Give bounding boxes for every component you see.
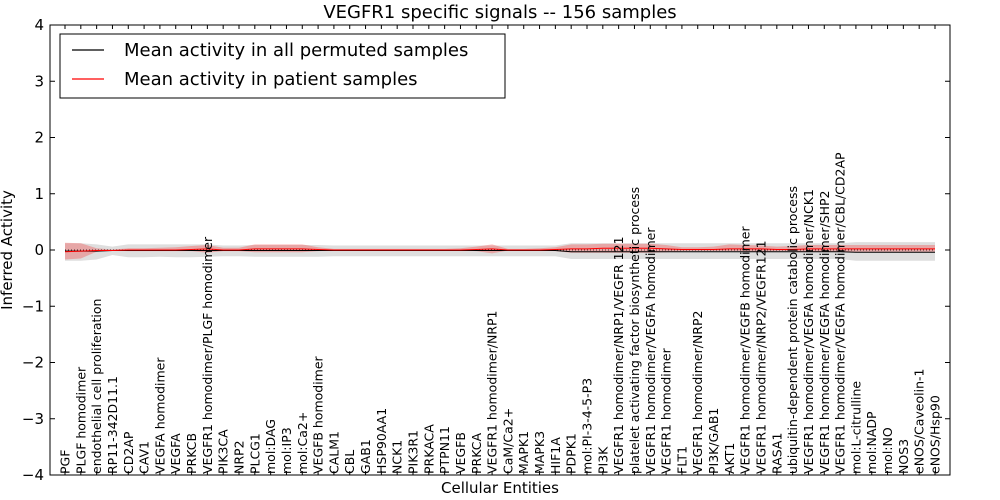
x-tick-label: CALM1 bbox=[326, 431, 341, 474]
y-tick-label: −2 bbox=[22, 354, 44, 372]
x-tick-label: CAV1 bbox=[137, 441, 152, 474]
series-line-patient bbox=[64, 247, 935, 253]
x-tick-label: PIK3R1 bbox=[406, 430, 421, 474]
x-tick-label: VEGFA homodimer bbox=[152, 357, 167, 474]
x-tick-label: VEGFR1 homodimer bbox=[659, 347, 674, 474]
y-tick-label: 1 bbox=[34, 185, 44, 203]
x-tick-label: PI3K/GAB1 bbox=[706, 408, 721, 474]
legend-label-patient: Mean activity in patient samples bbox=[124, 69, 418, 90]
x-tick-label: eNOS/Hsp90 bbox=[928, 395, 943, 474]
x-tick-label: PTPN11 bbox=[437, 426, 452, 474]
x-tick-label: RASA1 bbox=[769, 433, 784, 474]
x-tick-label: MAPK3 bbox=[532, 431, 547, 474]
x-tick-label: NOS3 bbox=[896, 439, 911, 474]
x-tick-label: VEGFR1 homodimer/VEGFA homodimer/CBL/CD2… bbox=[833, 152, 848, 474]
x-tick-label: PLCG1 bbox=[247, 433, 262, 474]
x-tick-label: NRP2 bbox=[232, 440, 247, 474]
x-axis-label: Cellular Entities bbox=[441, 479, 559, 497]
y-tick-label: 2 bbox=[34, 129, 44, 147]
x-tick-label: mol:L-citrulline bbox=[848, 381, 863, 474]
x-tick-label: RP11-342D11.1 bbox=[105, 376, 120, 474]
x-tick-label: VEGFR1 homodimer/VEGFB homodimer bbox=[738, 226, 753, 474]
x-tick-label: mol:PI-3-4-5-P3 bbox=[580, 378, 595, 474]
x-tick-label: PRKCB bbox=[184, 433, 199, 474]
x-tick-label: platelet activating factor biosynthetic … bbox=[627, 187, 642, 474]
x-tick-label: PI3K bbox=[595, 446, 610, 474]
x-tick-label: mol:NADP bbox=[864, 411, 879, 474]
legend-label-permuted: Mean activity in all permuted samples bbox=[124, 40, 468, 61]
x-tick-label: VEGFR1 homodimer/PLGF homodimer bbox=[200, 236, 215, 474]
x-tick-label: NCK1 bbox=[390, 440, 405, 474]
x-tick-label: MAPK1 bbox=[516, 431, 531, 474]
x-tick-label: VEGFR1 homodimer/VEGFA homodimer bbox=[643, 227, 658, 474]
x-tick-label: GAB1 bbox=[358, 439, 373, 474]
chart-title: VEGFR1 specific signals -- 156 samples bbox=[323, 2, 676, 23]
x-tick-label: mol:NO bbox=[880, 427, 895, 474]
x-tick-labels: PGF PLGF homodimer endothelial cell prolif… bbox=[58, 25, 943, 475]
x-tick-label: VEGFR1 homodimer/NRP2/VEGFR121 bbox=[754, 240, 769, 474]
y-tick-label: −1 bbox=[22, 297, 44, 315]
x-tick-label: PDPK1 bbox=[564, 433, 579, 474]
x-tick-label: HSP90AA1 bbox=[374, 408, 389, 474]
x-tick-label: VEGFR1 homodimer/NRP1 bbox=[485, 311, 500, 474]
x-tick-label: VEGFR1 homodimer/VEGFA homodimer/SHP2 bbox=[817, 190, 832, 474]
x-tick-label: ubiquitin-dependent protein catabolic pr… bbox=[785, 186, 800, 474]
series-line-permuted bbox=[65, 250, 935, 253]
axes: −4 −3 −2 −1 0 1 2 3 4 bbox=[22, 16, 951, 484]
x-tick-label: CD2AP bbox=[121, 431, 136, 474]
x-tick-label: PIK3CA bbox=[216, 429, 231, 474]
x-tick-label: PLGF homodimer bbox=[73, 366, 88, 474]
x-tick-label: endothelial cell proliferation bbox=[89, 299, 104, 474]
x-tick-label: VEGFA bbox=[168, 433, 183, 474]
x-tick-label: mol:Ca2+ bbox=[295, 412, 310, 474]
x-tick-label: CaM/Ca2+ bbox=[500, 408, 515, 474]
x-tick-label: PRKACA bbox=[421, 424, 436, 474]
series-lines bbox=[64, 247, 935, 253]
x-tick-label: mol:IP3 bbox=[279, 427, 294, 474]
band-patient bbox=[65, 242, 935, 260]
x-tick-label: VEGFR1 homodimer/NRP2 bbox=[690, 311, 705, 474]
x-tick-label: eNOS/Caveolin-1 bbox=[912, 369, 927, 474]
y-axis-label: Inferred Activity bbox=[0, 190, 16, 310]
x-tick-label: VEGFB homodimer bbox=[311, 355, 326, 474]
x-tick-label: VEGFB bbox=[453, 432, 468, 474]
x-tick-label: HIF1A bbox=[548, 437, 563, 474]
y-tick-label: 3 bbox=[34, 72, 44, 90]
x-tick-label: FLT1 bbox=[674, 446, 689, 474]
y-tick-label: −3 bbox=[22, 410, 44, 428]
x-tick-label: PGF bbox=[58, 450, 73, 474]
x-tick-label: CBL bbox=[342, 450, 357, 474]
band-permuted bbox=[65, 242, 935, 261]
confidence-bands bbox=[65, 242, 935, 261]
legend-box bbox=[59, 33, 506, 99]
x-tick-label: PRKCA bbox=[469, 433, 484, 474]
x-tick-label: mol:DAG bbox=[263, 419, 278, 474]
y-tick-label: −4 bbox=[22, 466, 44, 484]
x-tick-label: AKT1 bbox=[722, 443, 737, 474]
x-tick-label: VEGFR1 homodimer/NRP1/VEGFR 121 bbox=[611, 236, 626, 474]
y-tick-label: 0 bbox=[34, 241, 44, 259]
y-tick-label: 4 bbox=[34, 16, 44, 34]
legend: Mean activity in all permuted samples Mea… bbox=[59, 33, 506, 99]
x-tick-label: VEGFR1 homodimer/VEGFA homodimer/NCK1 bbox=[801, 189, 816, 474]
